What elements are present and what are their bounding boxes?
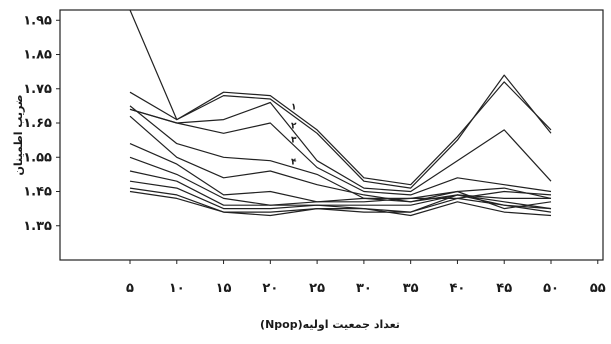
series-line-5 bbox=[129, 105, 552, 199]
series-line-10 bbox=[129, 180, 552, 213]
y-tick-label: ۱.۵۵ bbox=[23, 150, 52, 165]
series-line-12 bbox=[129, 190, 552, 217]
y-axis-title: ضریب اطمینان bbox=[12, 94, 25, 175]
y-tick-label: ۱.۴۵ bbox=[23, 185, 52, 200]
x-tick-label: ۱۰ bbox=[169, 281, 185, 296]
x-tick-label: ۱۵ bbox=[216, 281, 232, 296]
series-label: ۲ bbox=[291, 122, 297, 132]
series-line-9 bbox=[129, 170, 552, 210]
y-tick-label: ۱.۳۵ bbox=[23, 219, 52, 234]
x-tick-label: ۵۰ bbox=[543, 281, 559, 296]
x-tick-label: ۴۵ bbox=[496, 281, 512, 296]
y-tick-label: ۱.۷۵ bbox=[23, 82, 52, 97]
series-label: ۱ bbox=[291, 103, 297, 113]
plot-frame bbox=[59, 9, 604, 261]
x-tick-label: ۵۵ bbox=[590, 281, 606, 296]
series-label: ۳ bbox=[291, 135, 297, 145]
x-tick-label: ۳۰ bbox=[356, 281, 372, 296]
series-line-4 bbox=[129, 108, 552, 196]
series-line-6 bbox=[129, 115, 552, 203]
series-line-2 bbox=[129, 81, 552, 186]
x-tick-label: ۳۵ bbox=[403, 281, 419, 296]
series-group bbox=[129, 9, 552, 217]
series-line-1 bbox=[129, 9, 552, 189]
series-label: ۴ bbox=[291, 158, 297, 168]
y-tick-label: ۱.۸۵ bbox=[23, 48, 52, 63]
x-tick-label: ۵ bbox=[126, 281, 134, 296]
series-line-8 bbox=[129, 156, 551, 206]
x-tick-label: ۲۵ bbox=[309, 281, 325, 296]
y-tick-label: ۱.۶۵ bbox=[23, 116, 52, 131]
x-tick-label: ۴۰ bbox=[450, 281, 466, 296]
y-axis-ticks: ۱.۳۵ ۱.۴۵ ۱.۵۵ ۱.۶۵ ۱.۷۵ ۱.۸۵ ۱.۹۵ bbox=[23, 13, 60, 234]
x-axis-ticks: ۵ ۱۰ ۱۵ ۲۰ ۲۵ ۳۰ ۳۵ ۴۰ ۴۵ ۵۰ ۵۵ bbox=[126, 260, 606, 296]
series-labels: ۱ ۲ ۳ ۴ bbox=[291, 103, 297, 168]
y-tick-label: ۱.۹۵ bbox=[23, 13, 52, 28]
series-line-3 bbox=[129, 101, 552, 193]
x-axis-title: تعداد جمعیت اولیه(Npop) bbox=[260, 318, 400, 331]
x-tick-label: ۲۰ bbox=[262, 281, 278, 296]
series-line-11 bbox=[129, 187, 552, 213]
